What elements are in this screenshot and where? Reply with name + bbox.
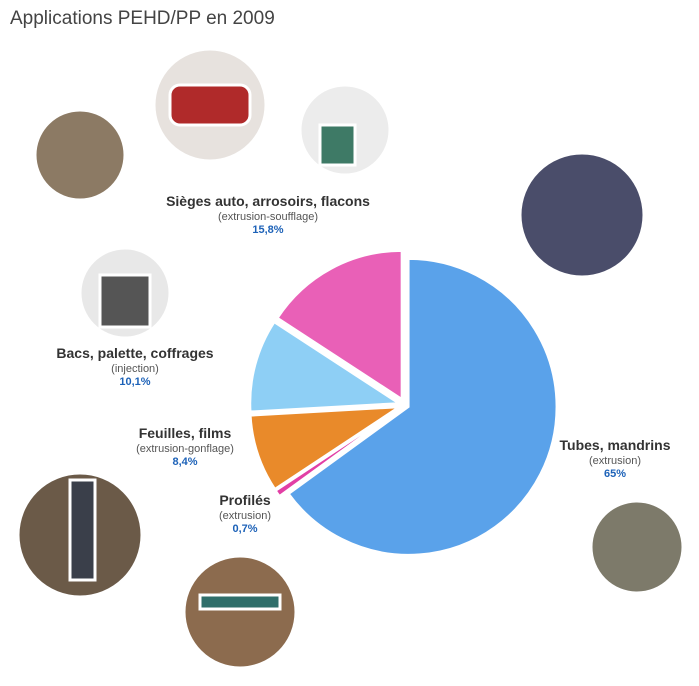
slice-label: Tubes, mandrins (extrusion) 65% [535,437,695,482]
photo-detail [68,478,97,582]
value-label: 8,4% [172,456,198,469]
photo-detail [168,83,252,127]
pie-slice [276,249,403,401]
category-name: Tubes, mandrins [559,437,671,453]
chart-title: Applications PEHD/PP en 2009 [10,8,275,29]
category-name: Profilés [219,492,271,508]
slice-label: Sièges auto, arrosoirs, flacons (extrusio… [163,193,373,238]
process: (extrusion-gonflage) [136,442,234,455]
photos [16,47,685,670]
photo [518,151,646,279]
slice-label: Bacs, palette, coffrages (injection) 10,1% [35,345,235,390]
value-label: 0,7% [232,523,258,536]
value-label: 10,1% [119,376,151,389]
process: (extrusion) [219,509,271,522]
category-name: Feuilles, films [138,425,232,441]
photo-detail [198,593,282,611]
slice-label: Profilés (extrusion) 0,7% [175,492,315,537]
pie-slice [249,320,402,413]
value-label: 15,8% [252,224,284,237]
process: (extrusion) [589,454,641,467]
category-name: Bacs, palette, coffrages [56,345,214,361]
photo-detail [318,123,357,167]
process: (extrusion-soufflage) [217,210,319,223]
photo-detail [98,273,152,329]
pie [249,249,558,556]
photo [589,499,685,595]
value-label: 65% [603,468,627,481]
slice-label: Feuilles, films (extrusion-gonflage) 8,4% [105,425,265,470]
pie-slice [274,408,400,498]
pie-slice [249,405,402,491]
category-name: Sièges auto, arrosoirs, flacons [166,193,370,209]
pie-slice [287,257,558,556]
process: (injection) [111,362,159,375]
photo [182,554,298,670]
photo [33,108,127,202]
